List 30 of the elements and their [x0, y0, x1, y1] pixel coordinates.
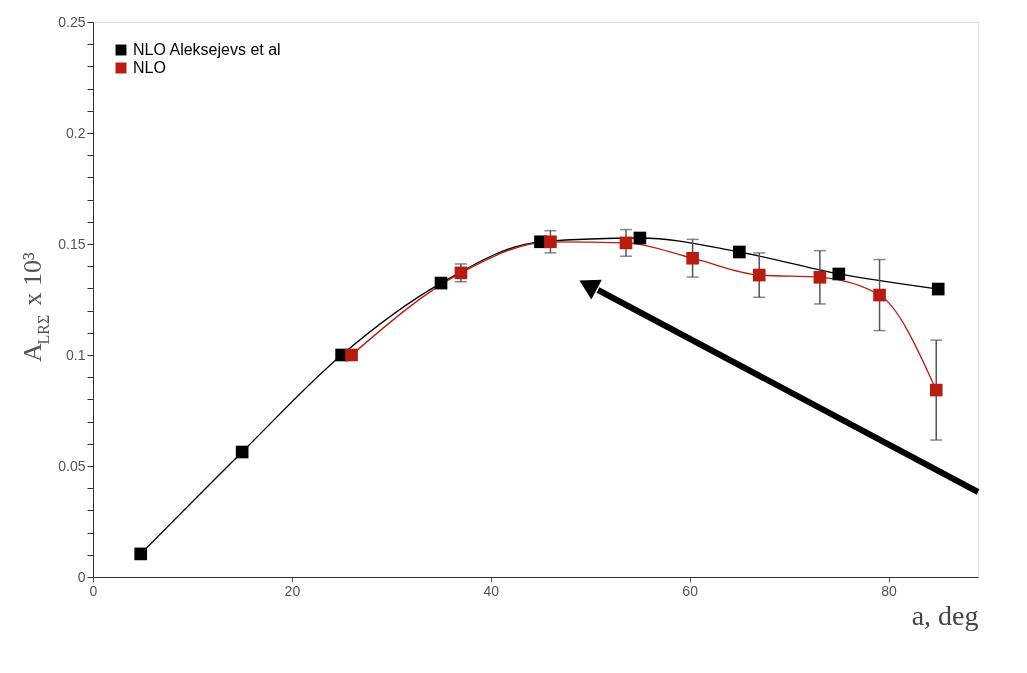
y-tick-label: 0.25 — [58, 13, 86, 30]
y-tick-label: 0.2 — [66, 124, 86, 141]
point — [832, 267, 846, 281]
x-tick-label: 20 — [284, 582, 301, 599]
point — [134, 547, 148, 561]
point — [813, 270, 827, 284]
y-tick-label: 0.15 — [58, 235, 86, 252]
point — [931, 282, 945, 296]
x-tick-label: 80 — [881, 582, 897, 599]
x-axis-title: a, deg — [911, 599, 979, 631]
y-tick-label: 0 — [77, 568, 86, 585]
legend-label: NLO Aleksejevs et al — [133, 41, 281, 58]
legend-label: NLO — [133, 59, 166, 76]
point — [752, 268, 766, 282]
point — [633, 231, 647, 245]
point — [235, 445, 249, 459]
point — [929, 383, 943, 397]
x-tick-label: 60 — [682, 582, 699, 599]
point — [686, 251, 699, 265]
point — [345, 348, 358, 362]
y-axis-title: ALRΣ x 10³ — [18, 252, 52, 362]
point — [619, 236, 633, 250]
y-tick-label: 0.05 — [58, 457, 86, 474]
point — [434, 276, 448, 290]
y-tick-label: 0.1 — [66, 346, 86, 363]
point — [873, 288, 886, 302]
x-tick-label: 0 — [89, 582, 98, 599]
point — [733, 245, 746, 259]
point — [544, 235, 557, 249]
x-tick-label: 40 — [483, 582, 500, 599]
